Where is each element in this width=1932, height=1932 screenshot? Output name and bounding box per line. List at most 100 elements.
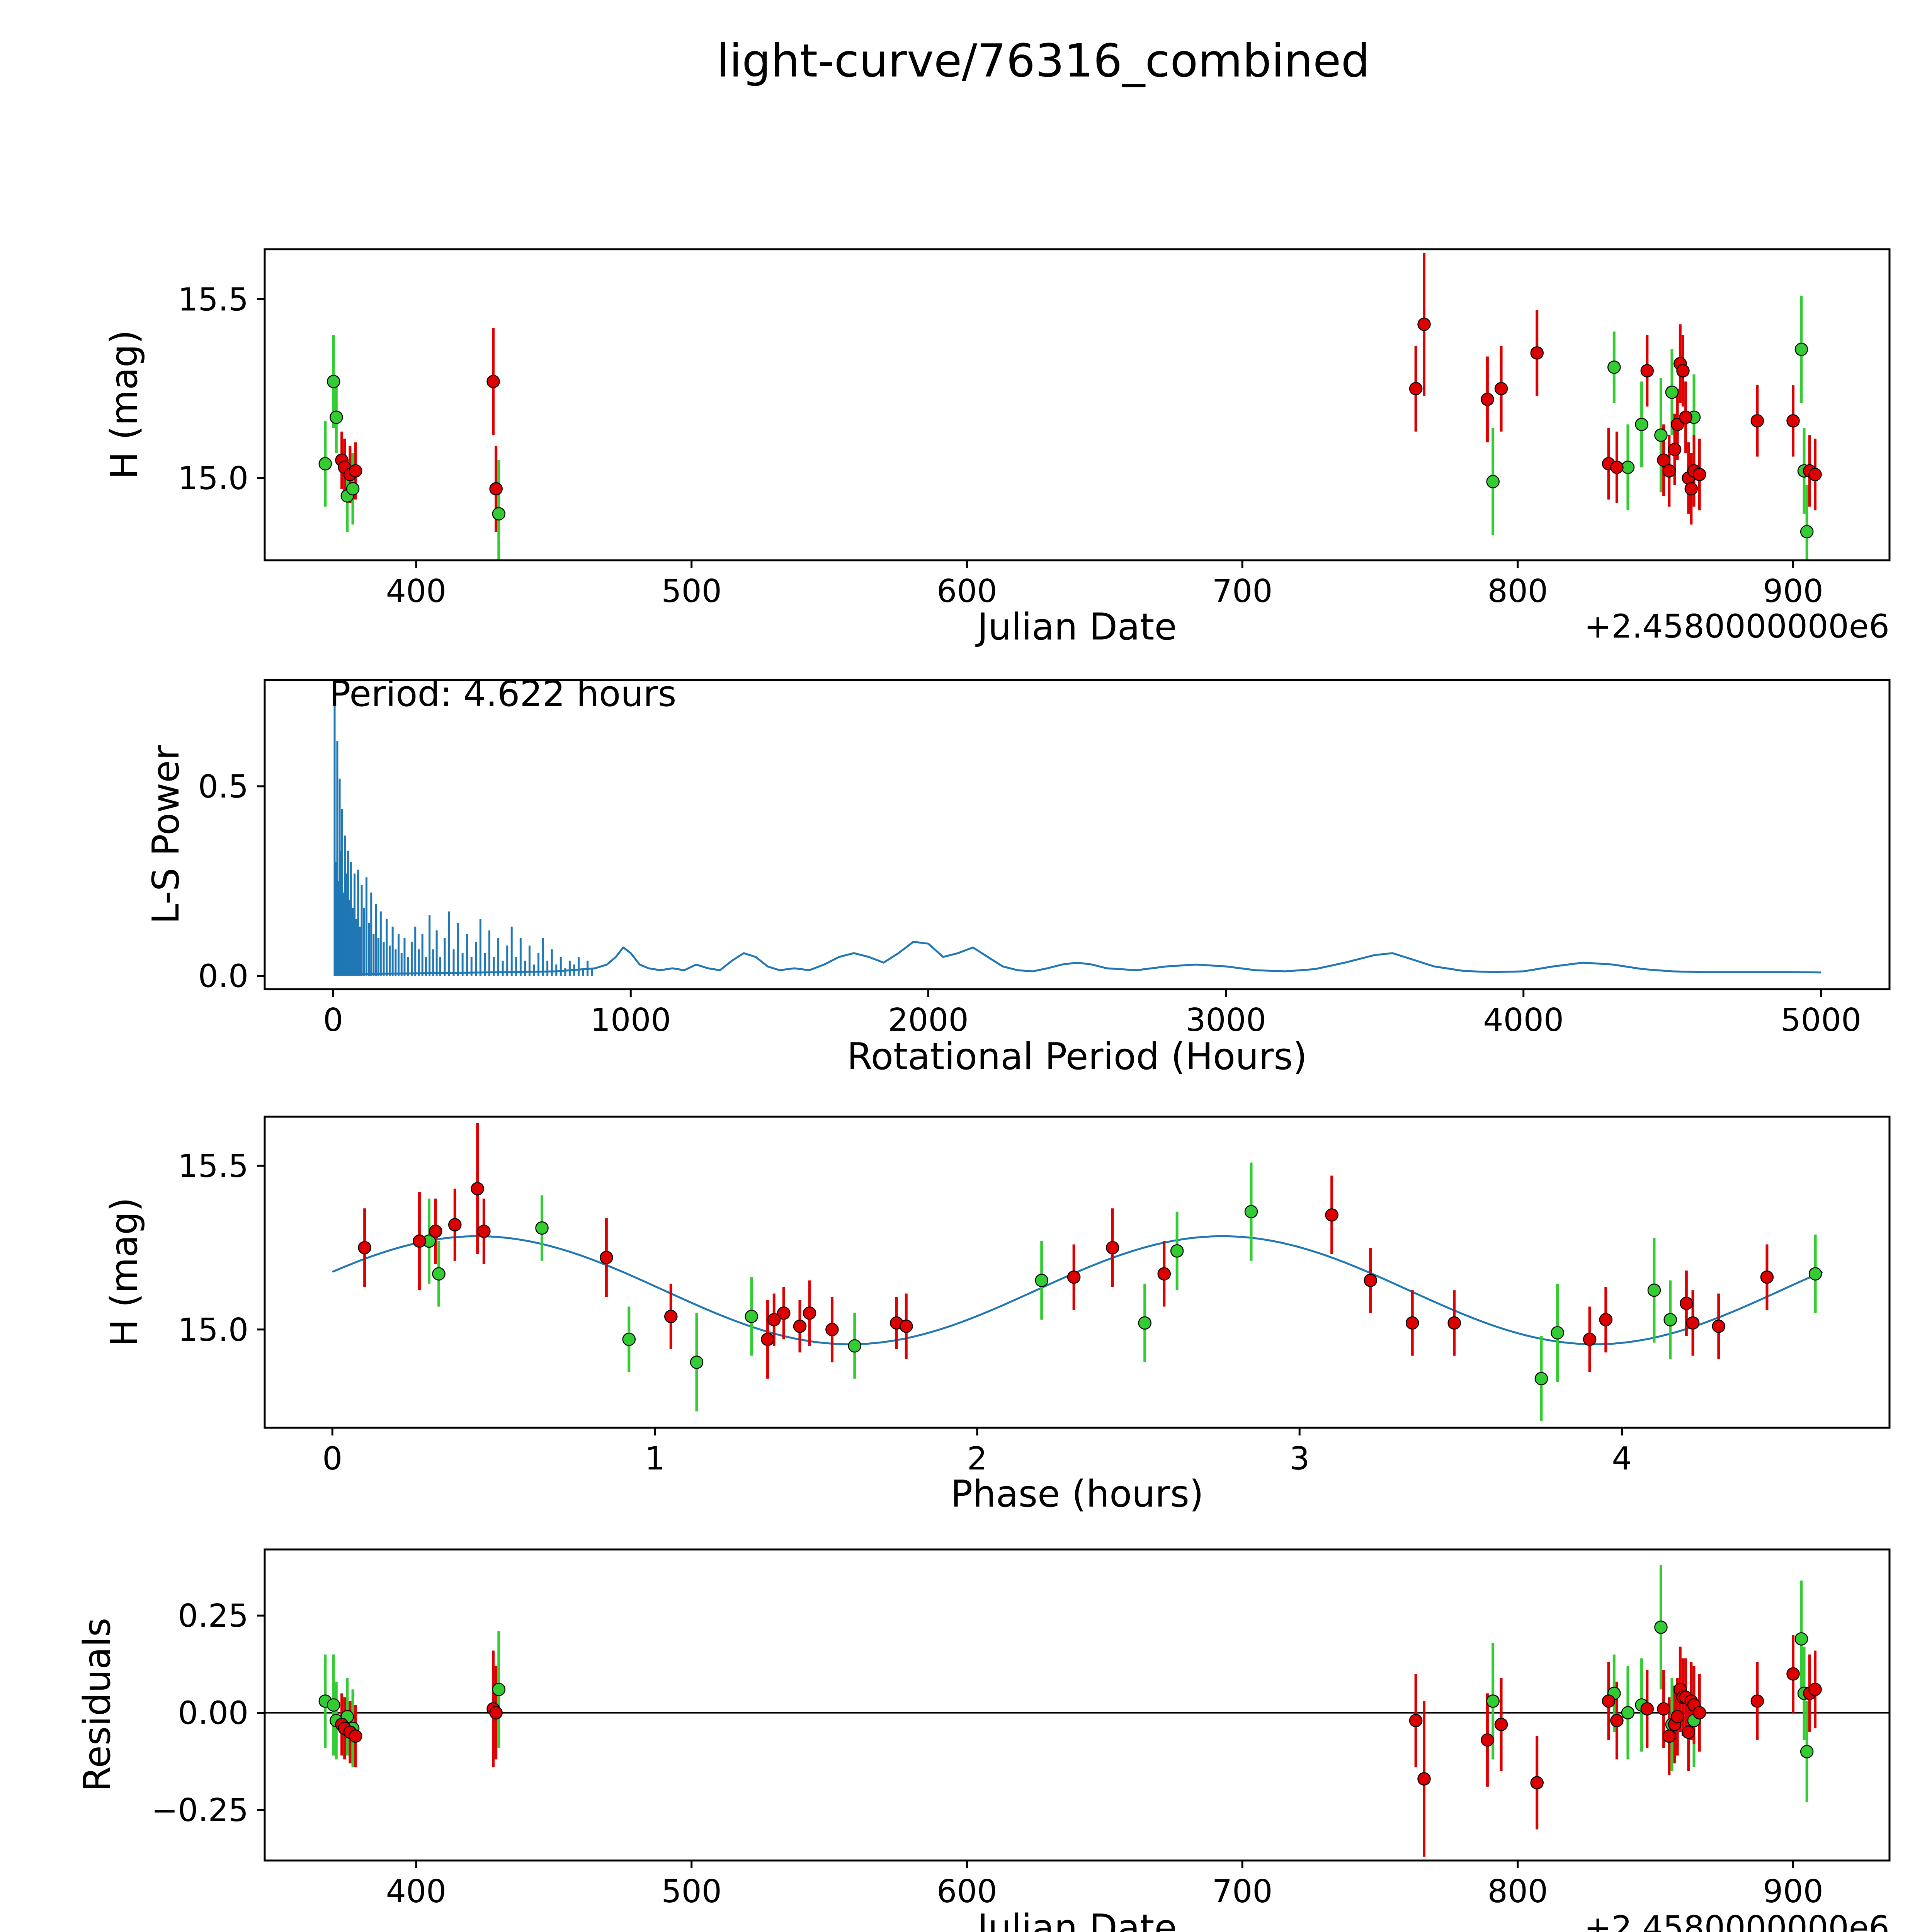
x-tick-label: 4000 xyxy=(1483,1002,1564,1039)
data-point-red xyxy=(1657,453,1670,467)
data-point-red xyxy=(767,1313,781,1327)
data-point-green xyxy=(1244,1205,1258,1218)
axes-frame xyxy=(264,1116,1891,1429)
data-point-red xyxy=(1157,1267,1171,1281)
axes-frame xyxy=(264,248,1891,561)
data-point-green xyxy=(346,482,360,496)
data-point-red xyxy=(1409,1714,1423,1727)
y-tick-label: 0.25 xyxy=(178,1598,248,1634)
data-point-green xyxy=(1654,1621,1668,1634)
data-point-green xyxy=(1647,1283,1661,1297)
data-point-red xyxy=(900,1320,913,1333)
data-point-green xyxy=(622,1332,636,1346)
data-point-red xyxy=(664,1310,678,1323)
y-tick-label: 15.0 xyxy=(178,1312,248,1349)
data-point-red xyxy=(1405,1316,1419,1330)
data-point-red xyxy=(413,1234,426,1248)
period-annotation: Period: 4.622 hours xyxy=(329,673,677,714)
phase-folded-panel: 0 1 2 3 4 15.0 15.5 xyxy=(178,1116,1891,1477)
data-point-red xyxy=(1686,1316,1700,1330)
data-point-red xyxy=(1417,318,1431,331)
x-tick-label: 600 xyxy=(937,1873,997,1910)
data-point-red xyxy=(486,375,500,388)
data-point-green xyxy=(1808,1267,1822,1281)
data-point-green xyxy=(1665,385,1679,399)
data-point-red xyxy=(1692,1706,1706,1719)
x-tick-label: 0 xyxy=(323,1002,343,1039)
data-point-green xyxy=(1654,428,1668,442)
jd-magnitude-x-axis-label: Julian Date xyxy=(977,606,1177,648)
x-tick-label: 400 xyxy=(386,1873,447,1910)
y-tick-label: 0.00 xyxy=(178,1695,248,1732)
x-tick-label: 4 xyxy=(1612,1440,1632,1477)
residuals-y-axis-label: Residuals xyxy=(76,1617,119,1792)
residuals-x-offset-label: +2.4580000000e6 xyxy=(1584,1909,1889,1932)
y-tick-label: 15.0 xyxy=(178,460,248,497)
phase-folded-data xyxy=(332,1123,1823,1422)
data-point-red xyxy=(1599,1313,1613,1327)
x-tick-label: 2 xyxy=(967,1440,987,1477)
periodogram-y-axis-label: L-S Power xyxy=(145,745,187,924)
data-point-red xyxy=(600,1251,613,1264)
y-tick-label: 0.0 xyxy=(198,958,248,995)
y-tick-label: 15.5 xyxy=(178,1148,248,1185)
x-tick-label: 400 xyxy=(386,573,447,610)
data-point-green xyxy=(492,1683,506,1696)
data-point-red xyxy=(1481,393,1494,406)
data-point-red xyxy=(1684,482,1698,496)
data-point-red xyxy=(1481,1733,1494,1747)
data-point-green xyxy=(1794,1632,1808,1646)
data-points xyxy=(318,1621,1822,1789)
data-point-green xyxy=(1621,461,1635,474)
data-point-red xyxy=(1662,1729,1676,1743)
x-tick-label: 0 xyxy=(322,1440,342,1477)
data-point-red xyxy=(1662,464,1676,478)
x-tick-label: 900 xyxy=(1763,573,1823,610)
data-point-red xyxy=(1786,1667,1800,1681)
data-point-green xyxy=(1800,525,1814,539)
data-point-red xyxy=(1530,1776,1544,1789)
data-point-green xyxy=(1035,1274,1048,1287)
data-point-red xyxy=(1417,1772,1431,1786)
data-point-green xyxy=(1486,1694,1500,1708)
data-point-red xyxy=(1808,1683,1822,1696)
x-tick-label: 1000 xyxy=(590,1002,671,1039)
y-tick-label: 15.5 xyxy=(178,282,248,318)
data-point-red xyxy=(489,482,503,496)
data-point-red xyxy=(1680,1296,1693,1310)
data-point-red xyxy=(1447,1316,1461,1330)
residuals-x-axis-label: Julian Date xyxy=(977,1907,1177,1932)
phase-folded-y-axis-label: H (mag) xyxy=(103,1197,146,1347)
x-tick-label: 1 xyxy=(645,1440,665,1477)
data-point-red xyxy=(489,1706,503,1719)
data-point-red xyxy=(1679,410,1692,424)
data-point-red xyxy=(777,1306,791,1320)
data-point-green xyxy=(535,1221,549,1235)
data-point-green xyxy=(1138,1316,1151,1330)
data-point-red xyxy=(349,464,362,478)
data-point-green xyxy=(1170,1244,1184,1258)
data-point-red xyxy=(1692,468,1706,481)
data-point-red xyxy=(477,1225,491,1238)
x-tick-label: 3000 xyxy=(1185,1002,1266,1039)
jd-magnitude-y-axis-label: H (mag) xyxy=(103,330,146,480)
data-point-green xyxy=(1800,1745,1814,1759)
axes-frame xyxy=(264,679,1891,990)
data-point-red xyxy=(825,1323,839,1337)
phase-folded-x-axis-label: Phase (hours) xyxy=(950,1473,1204,1515)
data-point-red xyxy=(1583,1332,1597,1346)
data-point-green xyxy=(1663,1313,1677,1327)
data-point-green xyxy=(1486,475,1500,488)
data-point-green xyxy=(848,1339,862,1353)
data-point-red xyxy=(1409,382,1423,396)
data-points xyxy=(358,1182,1822,1386)
periodogram-x-axis-label: Rotational Period (Hours) xyxy=(847,1036,1307,1078)
figure-title: light-curve/76316_combined xyxy=(716,34,1370,87)
x-tick-label: 500 xyxy=(661,573,722,610)
data-point-red xyxy=(1325,1208,1338,1222)
data-point-red xyxy=(1364,1274,1377,1287)
data-point-red xyxy=(1494,1718,1508,1731)
data-point-red xyxy=(1610,1714,1624,1727)
